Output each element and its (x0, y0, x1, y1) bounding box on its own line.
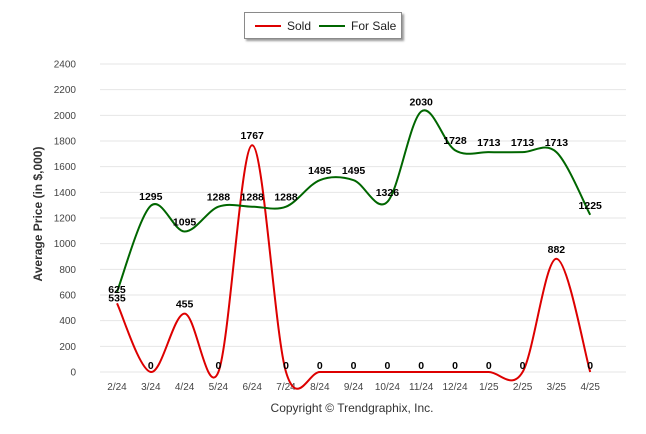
data-label-sold: 0 (215, 360, 221, 372)
data-label-sold: 0 (351, 360, 357, 372)
data-label-for-sale: 1728 (443, 135, 467, 147)
data-labels: 535 0 455 0 1767 0 0 0 0 0 0 0 0 882 0 625 1295 1095 1288 1… (108, 96, 602, 372)
data-label-for-sale: 1326 (376, 187, 400, 199)
legend-swatch-sold (255, 25, 281, 27)
legend: Sold For Sale (244, 12, 402, 39)
x-tick-label: 8/24 (310, 382, 330, 393)
data-label-sold: 0 (486, 360, 492, 372)
x-tick-label: 7/24 (276, 382, 296, 393)
data-label-for-sale: 1288 (241, 192, 265, 204)
series-lines (116, 109, 592, 390)
data-label-for-sale: 1288 (207, 192, 231, 204)
data-label-sold: 0 (587, 360, 593, 372)
y-tick-label: 2000 (54, 111, 77, 122)
x-tick-label: 2/25 (513, 382, 533, 393)
data-label-sold: 0 (384, 360, 390, 372)
x-tick-label: 10/24 (375, 382, 400, 393)
data-label-for-sale: 1713 (545, 137, 569, 149)
data-label-sold: 0 (520, 360, 526, 372)
x-tick-label: 12/24 (442, 382, 467, 393)
x-tick-label: 3/25 (547, 382, 567, 393)
data-label-for-sale: 1095 (173, 216, 197, 228)
data-label-sold: 0 (148, 360, 154, 372)
x-tick-label: 4/25 (580, 382, 600, 393)
data-label-sold: 0 (452, 360, 458, 372)
data-label-for-sale: 1713 (511, 137, 535, 149)
data-label-sold: 535 (108, 292, 126, 304)
legend-item-sold[interactable]: Sold (255, 18, 311, 34)
data-label-for-sale: 1225 (579, 200, 603, 212)
y-tick-label: 2400 (54, 60, 77, 71)
y-tick-label: 800 (59, 265, 76, 276)
legend-item-for-sale[interactable]: For Sale (319, 18, 396, 34)
data-label-for-sale: 1713 (477, 137, 501, 149)
legend-swatch-for-sale (319, 25, 345, 27)
x-tick-label: 9/24 (344, 382, 364, 393)
x-tick-label: 6/24 (242, 382, 262, 393)
data-label-for-sale: 1295 (139, 191, 163, 203)
y-tick-label: 1600 (54, 162, 77, 173)
copyright-credit: Copyright © Trendgraphix, Inc. (270, 401, 434, 415)
x-tick-label: 4/24 (175, 382, 195, 393)
data-label-for-sale: 625 (108, 284, 126, 296)
y-tick-label: 600 (59, 291, 76, 302)
data-label-sold: 0 (283, 360, 289, 372)
x-axis-tick-labels: 2/24 3/24 4/24 5/24 6/24 7/24 8/24 9/24 10/24 11/… (107, 382, 600, 393)
y-tick-label: 400 (59, 316, 76, 327)
y-tick-label: 1800 (54, 137, 77, 148)
x-tick-label: 3/24 (141, 382, 161, 393)
data-label-for-sale: 1495 (308, 165, 332, 177)
x-tick-label: 1/25 (479, 382, 499, 393)
data-label-for-sale: 1495 (342, 165, 366, 177)
series-line-sold (116, 144, 592, 390)
data-label-sold: 455 (176, 299, 194, 311)
y-axis-label: Average Price (in $,000) (31, 146, 45, 282)
y-tick-label: 1200 (54, 214, 77, 225)
data-label-sold: 1767 (241, 130, 265, 142)
x-tick-label: 5/24 (209, 382, 229, 393)
series-line-for-sale (116, 109, 592, 293)
y-tick-label: 1000 (54, 239, 77, 250)
y-tick-label: 1400 (54, 188, 77, 199)
data-label-sold: 882 (548, 244, 566, 256)
data-label-for-sale: 1288 (274, 192, 298, 204)
y-tick-label: 200 (59, 342, 76, 353)
legend-label-sold: Sold (287, 19, 312, 33)
legend-label-for-sale: For Sale (351, 19, 397, 33)
x-tick-label: 11/24 (409, 382, 434, 393)
x-tick-label: 2/24 (107, 382, 127, 393)
data-label-sold: 0 (418, 360, 424, 372)
grid-lines (100, 63, 626, 373)
y-axis-tick-labels: 0 200 400 600 800 1000 1200 1400 1600 1800 2000 220… (54, 60, 77, 379)
y-tick-label: 0 (70, 368, 76, 379)
data-label-for-sale: 2030 (410, 96, 434, 108)
data-label-sold: 0 (317, 360, 323, 372)
y-tick-label: 2200 (54, 85, 77, 96)
